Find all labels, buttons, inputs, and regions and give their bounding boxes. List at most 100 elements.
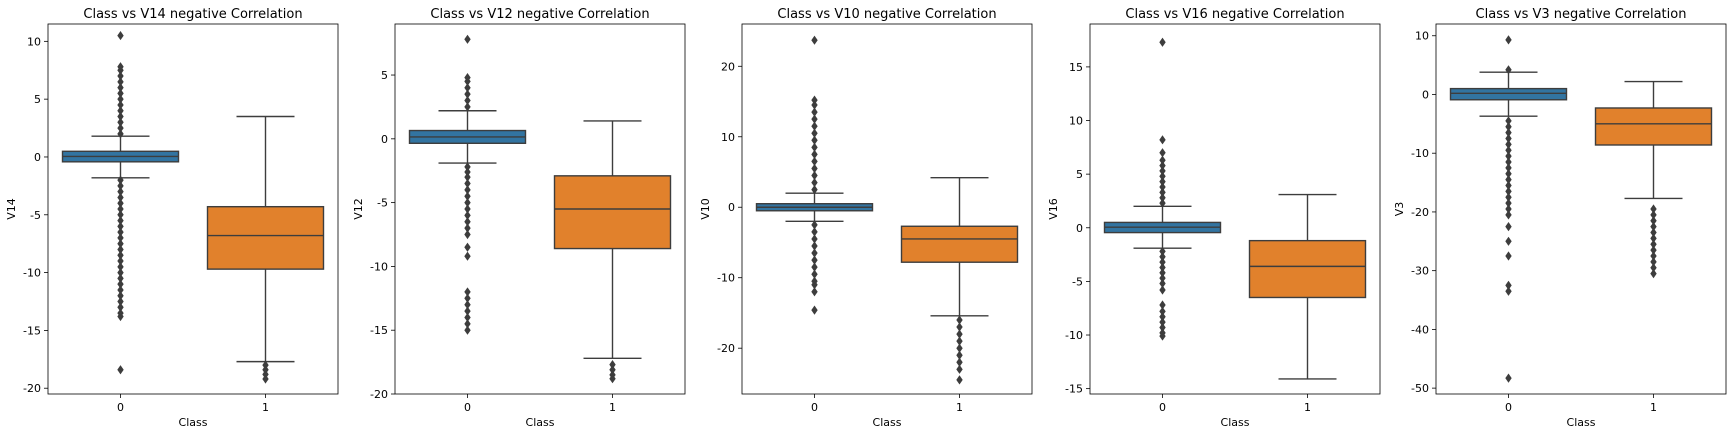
outlier-point [464, 162, 471, 172]
outlier-point [811, 262, 818, 272]
outlier-point [811, 177, 818, 188]
outlier-point [609, 365, 616, 375]
y-tick-label: -20 [370, 388, 388, 401]
outlier-point [117, 187, 124, 197]
y-tick-label: 10 [1415, 30, 1429, 43]
x-tick-label: 0 [464, 401, 471, 414]
outlier-point [811, 248, 818, 258]
x-tick-label: 1 [956, 401, 963, 414]
outlier-point [117, 210, 124, 220]
y-tick-label: -20 [717, 342, 735, 355]
outlier-point [1505, 180, 1512, 191]
outlier-point [117, 198, 124, 208]
outlier-point [1159, 317, 1166, 327]
iqr-box [900, 225, 1019, 263]
outlier-point [117, 302, 124, 312]
outlier-point [1159, 135, 1166, 145]
outlier-point [1159, 177, 1166, 187]
box-class-0 [61, 30, 180, 375]
x-tick-label: 1 [1304, 401, 1311, 414]
outlier-point [1650, 263, 1657, 273]
outlier-point [811, 305, 818, 315]
plot-area [1435, 23, 1727, 395]
outlier-point [811, 280, 818, 290]
outlier-point [464, 217, 471, 227]
chart-title: Class vs V14 negative Correlation [83, 7, 302, 22]
outlier-point [464, 210, 471, 220]
chart-title: Class vs V16 negative Correlation [1125, 7, 1344, 22]
x-tick-label: 1 [262, 401, 269, 414]
outlier-point [1159, 285, 1166, 295]
outlier-point [1505, 222, 1512, 232]
y-tick-label: -5 [30, 209, 41, 222]
y-tick-label: -15 [1065, 383, 1083, 396]
outlier-point [1505, 116, 1512, 126]
outlier-point [1650, 216, 1657, 226]
outlier-point [464, 242, 471, 252]
y-tick-label: 5 [381, 69, 388, 82]
outlier-point [1505, 157, 1512, 167]
y-tick-label: -5 [377, 197, 388, 210]
outlier-point [811, 114, 818, 124]
outlier-point [464, 312, 471, 323]
outlier-point [117, 30, 124, 41]
outlier-point [1159, 273, 1166, 283]
y-tick-label: -30 [1411, 265, 1429, 278]
outlier-point [117, 365, 124, 375]
outlier-point [117, 291, 124, 301]
outlier-point [609, 374, 616, 384]
outlier-point [1505, 163, 1512, 173]
y-axis-label: V16 [1047, 198, 1060, 220]
outlier-point [1505, 151, 1512, 161]
outlier-point [956, 364, 963, 374]
y-tick-label: 0 [381, 133, 388, 146]
outlier-point [811, 220, 818, 230]
chart-panel: Class vs V14 negative Correlation -20 -15 -… [5, 7, 339, 429]
y-axis-label: V3 [1393, 202, 1406, 217]
outlier-point [464, 83, 471, 93]
y-tick-label: -40 [1411, 323, 1429, 336]
outlier-point [811, 107, 818, 117]
outlier-point [956, 350, 963, 360]
x-axis-label: Class [1221, 416, 1250, 429]
x-axis-label: Class [179, 416, 208, 429]
outlier-point [1650, 251, 1657, 261]
outlier-point [1650, 245, 1657, 255]
chart-title: Class vs V10 negative Correlation [777, 7, 996, 22]
y-tick-label: 15 [1069, 61, 1083, 74]
outlier-point [117, 256, 124, 266]
outlier-point [117, 311, 124, 322]
y-tick-label: -10 [370, 260, 388, 273]
outlier-point [464, 34, 471, 44]
outlier-point [811, 149, 818, 159]
outlier-point [262, 365, 269, 375]
y-tick-label: -20 [23, 382, 41, 395]
outlier-point [811, 128, 818, 138]
outlier-point [1159, 262, 1166, 273]
outlier-point [117, 192, 124, 203]
outlier-point [1650, 204, 1657, 214]
outlier-point [1505, 186, 1512, 196]
y-tick-label: -10 [1411, 147, 1429, 160]
chart-panel: Class vs V3 negative Correlation -50 -40 -3… [1393, 7, 1727, 429]
outlier-point [1159, 278, 1166, 289]
chart-title: Class vs V3 negative Correlation [1476, 7, 1687, 22]
outlier-point [1159, 171, 1166, 181]
chart-panel: Class vs V16 negative Correlation -15 -10 -… [1047, 7, 1381, 429]
outlier-point [117, 204, 124, 214]
x-axis-label: Class [873, 416, 902, 429]
outlier-point [1159, 268, 1166, 278]
outlier-point [956, 336, 963, 346]
outlier-point [1505, 286, 1512, 296]
outlier-point [1505, 210, 1512, 220]
outlier-point [117, 221, 124, 231]
y-tick-label: 20 [721, 60, 735, 73]
outlier-point [811, 185, 818, 195]
outlier-point [811, 227, 818, 237]
y-axis-label: V10 [699, 198, 712, 220]
outlier-point [1505, 192, 1512, 202]
outlier-point [1159, 322, 1166, 333]
outlier-point [117, 123, 124, 133]
outlier-point [117, 215, 124, 226]
